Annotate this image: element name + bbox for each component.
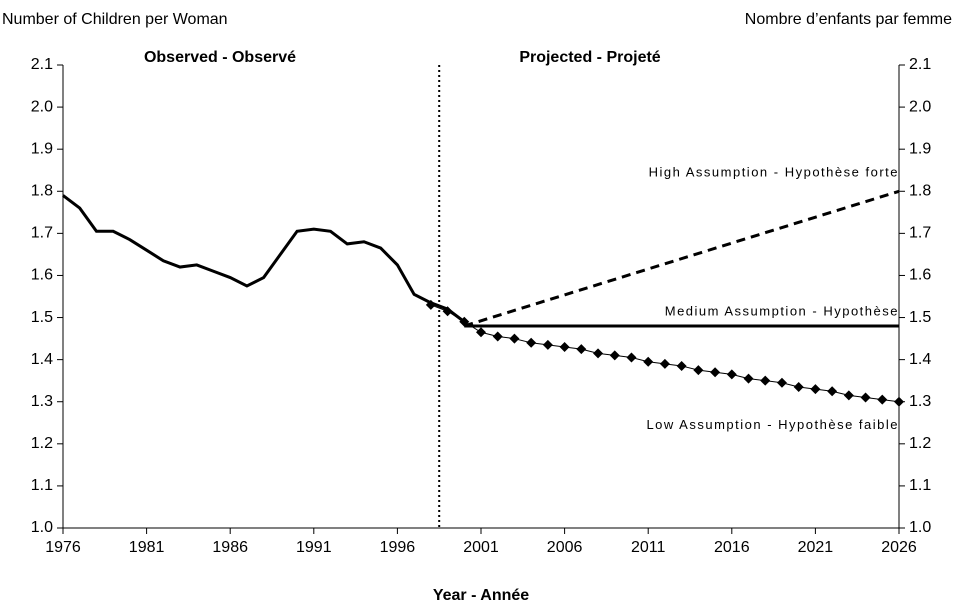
marker: [626, 352, 637, 363]
x-tick-label: 2016: [714, 539, 750, 556]
y2-tick-label: 2.1: [909, 56, 931, 73]
y2-tick-label: 1.9: [909, 140, 931, 157]
x-tick-label: 1986: [212, 539, 248, 556]
y-tick-label: 1.9: [31, 140, 53, 157]
y-tick-label: 1.3: [31, 393, 53, 410]
series-label: Medium Assumption - Hypothèse: [665, 303, 899, 318]
x-tick-label: 2021: [798, 539, 834, 556]
marker: [693, 365, 704, 376]
x-tick-label: 1976: [45, 539, 81, 556]
x-tick-label: 1991: [296, 539, 332, 556]
y-tick-label: 1.8: [31, 182, 53, 199]
annotation: Observed - Observé: [144, 49, 296, 66]
series-line: [463, 189, 900, 328]
y2-tick-label: 1.8: [909, 182, 931, 199]
marker: [526, 337, 537, 348]
y-tick-label: 1.6: [31, 267, 53, 284]
marker: [793, 381, 804, 392]
y-axis-label-right: Nombre d’enfants par femme: [745, 11, 952, 28]
y2-tick-label: 1.4: [909, 351, 931, 368]
y-tick-label: 1.5: [31, 309, 53, 326]
marker: [459, 316, 470, 327]
y-tick-label: 1.0: [31, 519, 53, 536]
y-tick-label: 1.4: [31, 351, 53, 368]
marker: [743, 373, 754, 384]
marker: [827, 386, 838, 397]
x-axis-label: Year - Année: [433, 587, 529, 604]
marker: [425, 299, 436, 310]
x-tick-label: 2006: [547, 539, 583, 556]
series-line: [430, 304, 900, 403]
annotation: Projected - Projeté: [519, 49, 660, 66]
marker: [476, 327, 486, 338]
y2-tick-label: 2.0: [909, 98, 931, 115]
marker: [710, 367, 721, 378]
x-tick-label: 1996: [380, 539, 416, 556]
marker: [659, 358, 670, 369]
marker: [442, 306, 453, 317]
x-tick-label: 1981: [129, 539, 165, 556]
y2-tick-label: 1.5: [909, 309, 931, 326]
marker: [676, 360, 687, 371]
x-tick-label: 2011: [631, 539, 666, 556]
marker: [576, 344, 587, 355]
marker: [559, 342, 570, 353]
marker: [894, 396, 904, 407]
series-label: High Assumption - Hypothèse forte: [649, 165, 899, 180]
x-tick-label: 2026: [881, 539, 917, 556]
marker: [492, 331, 503, 342]
y-axis-label-left: Number of Children per Woman: [2, 11, 228, 28]
marker: [643, 356, 654, 367]
marker: [760, 375, 771, 386]
x-tick-label: 2001: [463, 539, 499, 556]
marker: [860, 392, 871, 403]
y2-tick-label: 1.1: [909, 477, 931, 494]
marker: [542, 339, 553, 350]
y-tick-label: 2.0: [31, 98, 53, 115]
marker: [843, 390, 854, 401]
series-line: [62, 194, 466, 323]
marker: [593, 348, 604, 359]
marker: [509, 333, 520, 344]
marker: [877, 394, 888, 405]
marker: [726, 369, 737, 380]
y2-tick-label: 1.3: [909, 393, 931, 410]
y2-tick-label: 1.7: [909, 225, 931, 242]
y-tick-label: 1.7: [31, 225, 53, 242]
marker: [776, 377, 787, 388]
marker: [810, 384, 821, 395]
y2-tick-label: 1.2: [909, 435, 931, 452]
marker: [609, 350, 620, 361]
y-tick-label: 1.1: [31, 477, 53, 494]
y2-tick-label: 1.0: [909, 519, 931, 536]
y2-tick-label: 1.6: [909, 267, 931, 284]
y-tick-label: 1.2: [31, 435, 53, 452]
y-tick-label: 2.1: [31, 56, 53, 73]
series-label: Low Assumption - Hypothèse faible: [646, 417, 899, 432]
